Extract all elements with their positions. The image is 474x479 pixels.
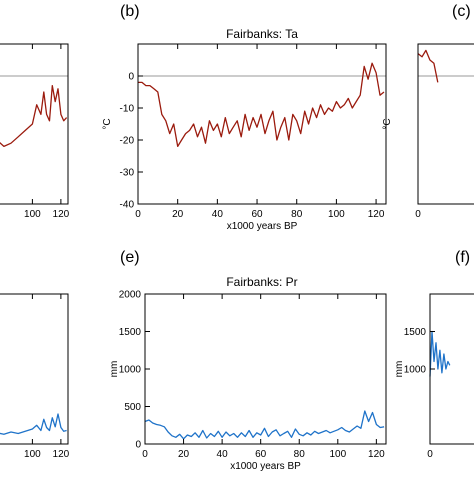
panel-label-b: (b) <box>120 3 140 20</box>
plot-frame <box>429 293 474 445</box>
series-line-0 <box>429 330 451 377</box>
plot-frame <box>137 43 387 205</box>
x-tick-label: 120 <box>368 209 385 220</box>
y-tick-label: 2000 <box>119 290 142 301</box>
panel-e-title: Fairbanks: Pr <box>226 275 297 289</box>
panel-label-e: (e) <box>120 249 140 266</box>
x-axis-label: x1000 years BP <box>230 461 301 472</box>
chart-f-partial: 0 1000 1500 mm <box>394 293 474 460</box>
y-tick-label: -10 <box>120 104 135 115</box>
x-tick-label: 100 <box>329 449 346 460</box>
y-axis-label: mm <box>394 361 405 378</box>
x-tick-label: 0 <box>415 209 421 220</box>
y-tick-label: 1500 <box>119 327 142 338</box>
x-tick-label: 40 <box>217 449 229 460</box>
chart-left-top: 100 120 <box>0 43 70 220</box>
x-tick-label: 40 <box>212 209 224 220</box>
x-tick-label: 60 <box>255 449 267 460</box>
series-line-0 <box>138 62 385 148</box>
chart-c-partial: 0 °C <box>382 43 474 220</box>
x-tick-label: 80 <box>291 209 303 220</box>
y-tick-label: -40 <box>120 200 135 211</box>
x-tick-label: 120 <box>53 209 70 220</box>
y-tick-label: 1000 <box>119 365 142 376</box>
x-tick-label: 20 <box>178 449 190 460</box>
panel-label-c: (c) <box>452 3 471 20</box>
x-tick-label: 60 <box>251 209 263 220</box>
x-tick-label: 0 <box>427 449 433 460</box>
panel-b-title: Fairbanks: Ta <box>226 27 298 41</box>
x-tick-label: 20 <box>172 209 184 220</box>
y-tick-label: -20 <box>120 136 135 147</box>
y-tick-label: 0 <box>135 440 141 451</box>
x-tick-label: 120 <box>53 449 70 460</box>
x-tick-label: 100 <box>24 449 41 460</box>
plot-frame <box>0 43 69 205</box>
chart-pr-fairbanks: 0 20 40 60 80 100 120 0 500 1000 1500 2000 x1000 yea… <box>109 290 387 472</box>
series-line-0 <box>144 410 385 440</box>
y-tick-label: 1000 <box>404 365 427 376</box>
x-axis-label: x1000 years BP <box>227 221 298 232</box>
x-tick-label: 100 <box>24 209 41 220</box>
panel-label-f: (f) <box>455 249 470 266</box>
x-tick-label: 0 <box>135 209 141 220</box>
plot-frame <box>144 293 387 445</box>
x-tick-label: 0 <box>142 449 148 460</box>
series-line-0 <box>0 413 67 435</box>
y-axis-label: mm <box>109 361 120 378</box>
y-tick-label: 1500 <box>404 327 427 338</box>
chart-left-bottom: 100 120 <box>0 293 70 460</box>
plot-frame <box>0 293 69 445</box>
y-tick-label: 500 <box>124 402 141 413</box>
y-tick-label: -30 <box>120 168 135 179</box>
y-axis-label: °C <box>102 118 113 129</box>
plot-frame <box>417 43 474 205</box>
x-tick-label: 120 <box>368 449 385 460</box>
x-tick-label: 80 <box>294 449 306 460</box>
y-tick-label: 0 <box>128 72 134 83</box>
x-tick-label: 100 <box>328 209 345 220</box>
series-line-0 <box>417 49 439 83</box>
y-axis-label: °C <box>382 118 393 129</box>
chart-ta-fairbanks: 0 20 40 60 80 100 120 -40 -30 -20 -10 0 x1000 years … <box>102 43 387 232</box>
series-line-0 <box>0 84 68 148</box>
